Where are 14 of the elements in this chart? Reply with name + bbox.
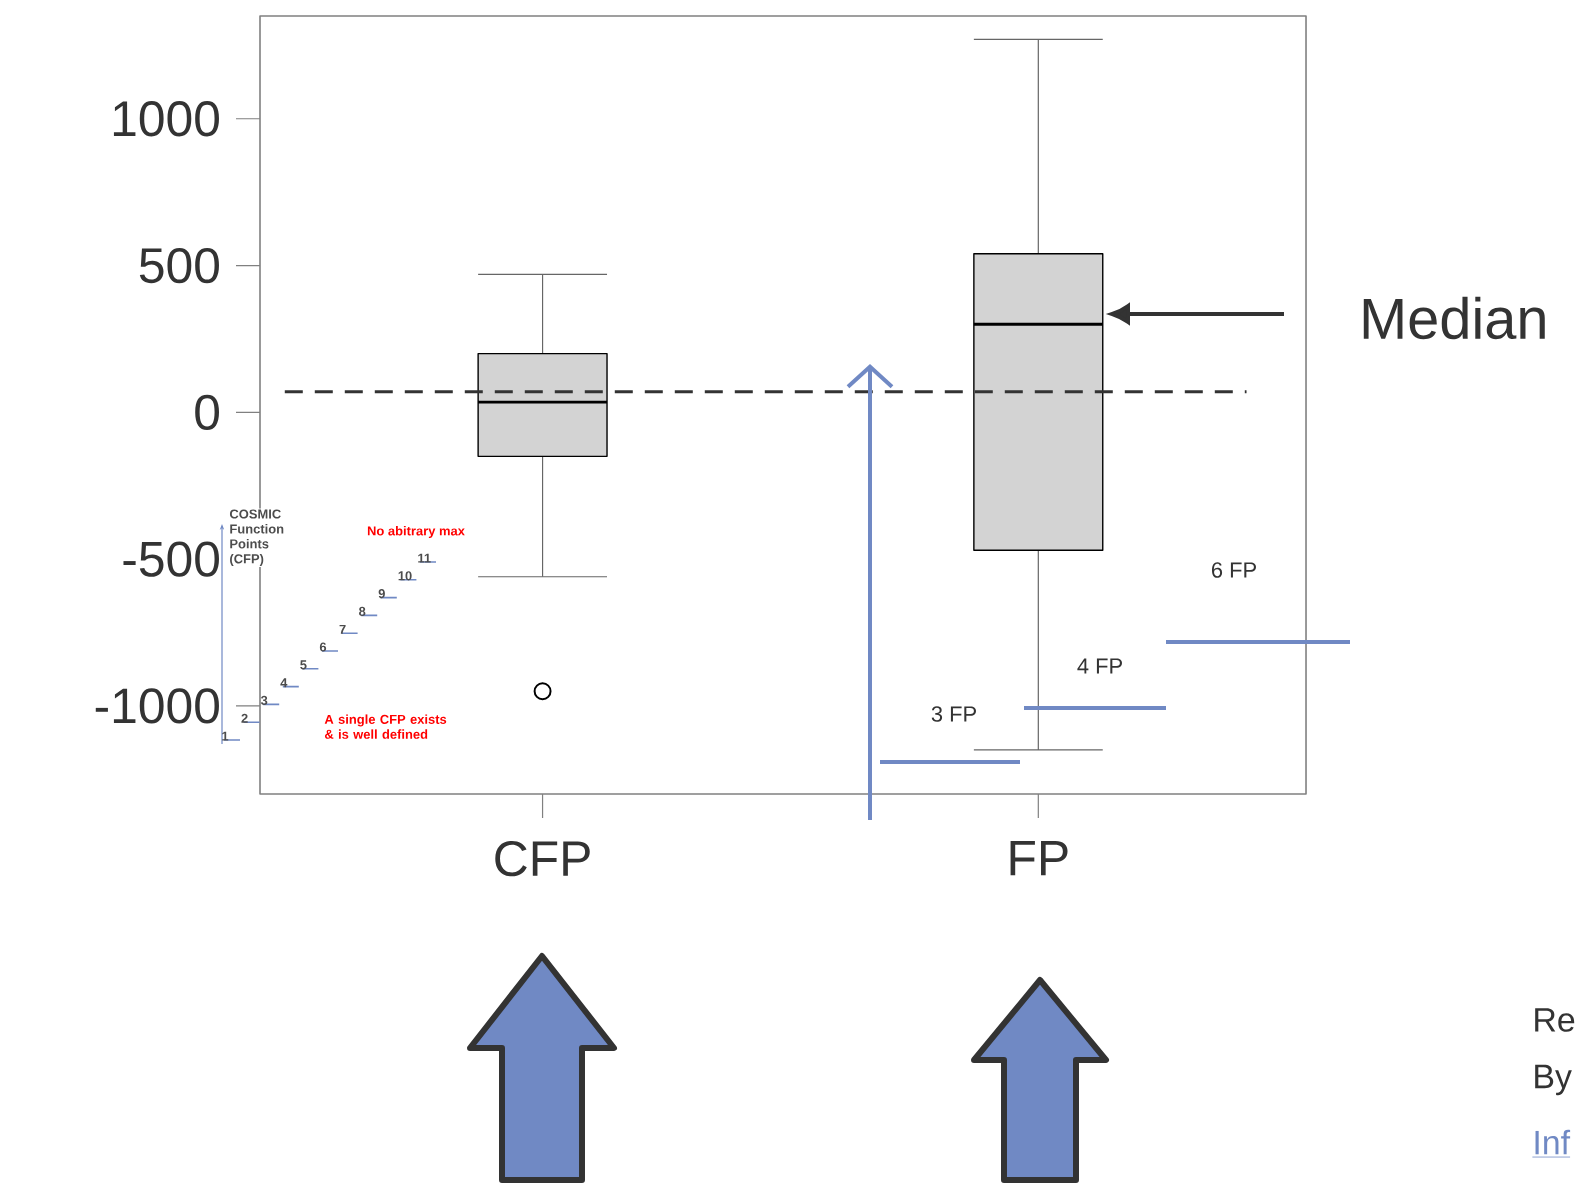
- annotation: 4 FP: [1077, 658, 1122, 674]
- y-tick-label: 1000: [113, 101, 219, 137]
- y-tick-label: 0: [195, 394, 219, 430]
- y-tick-label: -1000: [95, 688, 219, 724]
- x-tick-label: FP: [1010, 841, 1068, 876]
- y-tick-label: -500: [123, 541, 219, 577]
- x-tick-label: CFP: [495, 841, 590, 877]
- text: By: [1535, 1064, 1572, 1096]
- text: Median: [1363, 296, 1545, 340]
- text: Inf: [1535, 1129, 1571, 1155]
- text: Re: [1535, 1008, 1575, 1032]
- y-tick-label: 500: [139, 247, 219, 284]
- annotation: 6 FP: [1211, 562, 1256, 578]
- annotation: 3 FP: [931, 706, 976, 722]
